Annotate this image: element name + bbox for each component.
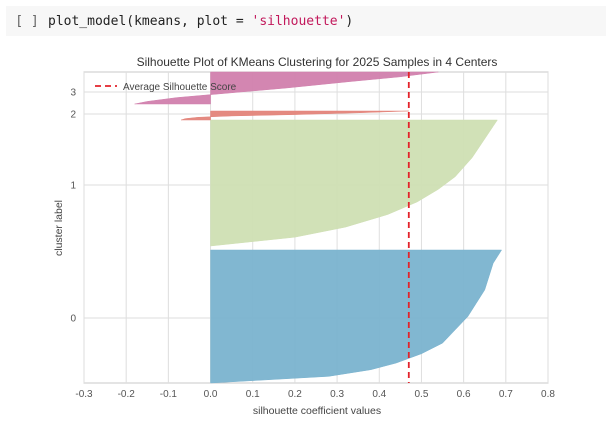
- legend: Average Silhouette Score: [95, 82, 237, 93]
- y-axis-label: cluster label: [53, 200, 65, 256]
- y-tick-label: 2: [70, 110, 76, 121]
- x-tick-label: 0.1: [246, 389, 260, 400]
- silhouette-band-cluster-2: [180, 110, 409, 121]
- legend-label: Average Silhouette Score: [123, 82, 237, 93]
- code-prefix: plot_model(kmeans, plot =: [48, 13, 252, 29]
- y-tick-labels: 0 1 2 3: [70, 88, 76, 325]
- silhouette-bands: [134, 71, 503, 384]
- silhouette-band-cluster-1: [210, 119, 498, 247]
- code-input[interactable]: plot_model(kmeans, plot = 'silhouette'): [48, 14, 353, 29]
- x-tick-label: 0.2: [288, 389, 302, 400]
- code-string: 'silhouette': [251, 13, 346, 29]
- x-tick-label: -0.1: [160, 389, 178, 400]
- silhouette-chart: -0.3 -0.2 -0.1 0.0 0.1 0.2 0.3 0.4 0.5 0.6 0.7 0.8 …: [53, 55, 555, 417]
- silhouette-band-cluster-3: [134, 71, 439, 105]
- x-tick-label: 0.7: [499, 389, 513, 400]
- x-tick-label: 0.0: [204, 389, 218, 400]
- x-tick-label: 0.3: [330, 389, 344, 400]
- x-tick-label: -0.2: [118, 389, 136, 400]
- cell-output: -0.3 -0.2 -0.1 0.0 0.1 0.2 0.3 0.4 0.5 0.6 0.7 0.8 …: [40, 48, 600, 443]
- x-tick-label: 0.6: [457, 389, 471, 400]
- x-tick-label: 0.4: [372, 389, 386, 400]
- run-cell-button[interactable]: [ ]: [15, 13, 39, 29]
- chart-title: Silhouette Plot of KMeans Clustering for…: [137, 55, 498, 69]
- x-tick-label: 0.8: [541, 389, 555, 400]
- code-cell[interactable]: [ ] plot_model(kmeans, plot = 'silhouett…: [6, 6, 606, 36]
- x-tick-label: 0.5: [415, 389, 429, 400]
- y-tick-label: 1: [70, 181, 76, 192]
- y-tick-label: 3: [70, 88, 76, 99]
- silhouette-band-cluster-0: [210, 249, 503, 384]
- y-tick-label: 0: [70, 314, 76, 325]
- x-tick-labels: -0.3 -0.2 -0.1 0.0 0.1 0.2 0.3 0.4 0.5 0.6 0.7 0.8: [75, 389, 555, 400]
- x-tick-label: -0.3: [75, 389, 93, 400]
- code-suffix: ): [345, 13, 354, 29]
- x-axis-label: silhouette coefficient values: [253, 405, 381, 417]
